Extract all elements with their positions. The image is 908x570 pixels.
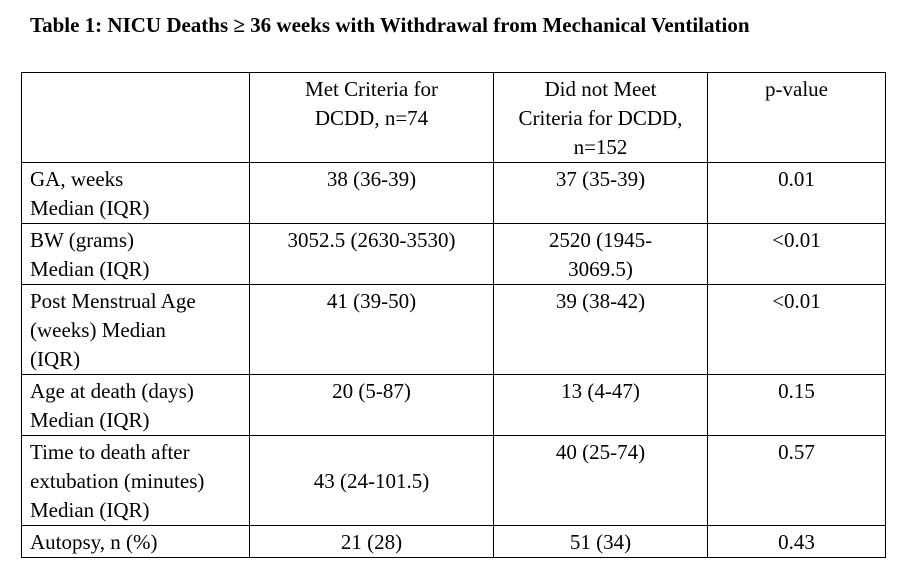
p-value-cell: <0.01 xyxy=(707,223,886,285)
header-cell-met-criteria: Met Criteria for DCDD, n=74 xyxy=(249,72,494,163)
header-text: DCDD, n=74 xyxy=(314,106,429,130)
table-title: Table 1: NICU Deaths ≥ 36 weeks with Wit… xyxy=(30,13,750,37)
header-text: n=152 xyxy=(573,135,628,159)
met-criteria-cell: 21 (28) xyxy=(249,525,494,558)
cell-text: 3069.5) xyxy=(568,257,633,281)
row-label: Median (IQR) xyxy=(30,196,150,220)
p-value-cell: 0.15 xyxy=(707,374,886,436)
header-text: Criteria for DCDD, xyxy=(518,106,683,130)
met-criteria-cell: 3052.5 (2630-3530) xyxy=(249,223,494,285)
not-met-criteria-cell: 40 (25-74) xyxy=(493,435,708,526)
cell-text: 37 (35-39) xyxy=(555,167,646,191)
header-cell-empty xyxy=(21,72,250,163)
table-row: Autopsy, n (%) 21 (28) 51 (34) 0.43 xyxy=(21,525,886,558)
row-label: Median (IQR) xyxy=(30,498,150,522)
cell-text: 51 (34) xyxy=(569,530,632,554)
table-row: Age at death (days) Median (IQR) 20 (5-8… xyxy=(21,374,886,436)
p-value-cell: 0.57 xyxy=(707,435,886,526)
row-label: (IQR) xyxy=(30,347,81,371)
not-met-criteria-cell: 37 (35-39) xyxy=(493,162,708,224)
not-met-criteria-cell: 13 (4-47) xyxy=(493,374,708,436)
cell-text: 40 (25-74) xyxy=(555,440,646,464)
row-label-cell: Age at death (days) Median (IQR) xyxy=(21,374,250,436)
row-label: Age at death (days) xyxy=(30,379,194,403)
cell-text: 13 (4-47) xyxy=(561,379,640,403)
cell-text: 2520 (1945- xyxy=(548,228,653,252)
row-label: Time to death after xyxy=(30,440,190,464)
data-table: Met Criteria for DCDD, n=74 Did not Meet… xyxy=(21,72,886,558)
p-value-cell: 0.01 xyxy=(707,162,886,224)
row-label-cell: BW (grams) Median (IQR) xyxy=(21,223,250,285)
row-label: BW (grams) xyxy=(30,228,135,252)
row-label: Autopsy, n (%) xyxy=(30,530,158,554)
table-row: Post Menstrual Age (weeks) Median (IQR) … xyxy=(21,284,886,375)
row-label: (weeks) Median xyxy=(30,318,166,342)
header-text: Did not Meet xyxy=(544,77,657,101)
met-criteria-cell: 43 (24-101.5) xyxy=(249,435,494,526)
row-label: Median (IQR) xyxy=(30,257,150,281)
row-label-cell: Autopsy, n (%) xyxy=(21,525,250,558)
row-label: Post Menstrual Age xyxy=(30,289,196,313)
row-label-cell: Time to death after extubation (minutes)… xyxy=(21,435,250,526)
row-label: extubation (minutes) xyxy=(30,469,205,493)
row-label-cell: Post Menstrual Age (weeks) Median (IQR) xyxy=(21,284,250,375)
met-criteria-cell: 41 (39-50) xyxy=(249,284,494,375)
table-row: BW (grams) Median (IQR) 3052.5 (2630-353… xyxy=(21,223,886,285)
header-cell-p-value: p-value xyxy=(707,72,886,163)
header-cell-not-met-criteria: Did not Meet Criteria for DCDD, n=152 xyxy=(493,72,708,163)
met-criteria-cell: 20 (5-87) xyxy=(249,374,494,436)
not-met-criteria-cell: 2520 (1945- 3069.5) xyxy=(493,223,708,285)
row-label: Median (IQR) xyxy=(30,408,150,432)
cell-text: 39 (38-42) xyxy=(555,289,646,313)
p-value-cell: <0.01 xyxy=(707,284,886,375)
not-met-criteria-cell: 51 (34) xyxy=(493,525,708,558)
met-criteria-cell: 38 (36-39) xyxy=(249,162,494,224)
table-header-row: Met Criteria for DCDD, n=74 Did not Meet… xyxy=(21,72,886,163)
table-row: GA, weeks Median (IQR) 38 (36-39) 37 (35… xyxy=(21,162,886,224)
header-text: Met Criteria for xyxy=(305,77,438,101)
p-value-cell: 0.43 xyxy=(707,525,886,558)
not-met-criteria-cell: 39 (38-42) xyxy=(493,284,708,375)
row-label: GA, weeks xyxy=(30,167,124,191)
row-label-cell: GA, weeks Median (IQR) xyxy=(21,162,250,224)
table-row: Time to death after extubation (minutes)… xyxy=(21,435,886,526)
